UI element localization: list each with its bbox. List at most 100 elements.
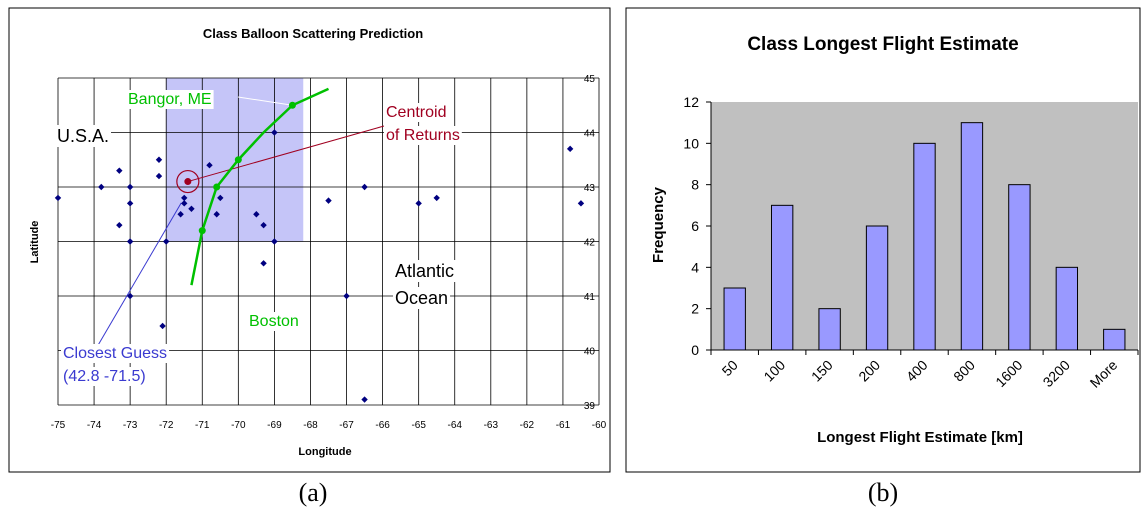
coast-marker	[288, 101, 296, 109]
scatter-point	[155, 156, 163, 163]
x-tick-label: -64	[448, 420, 463, 431]
scatter-point	[343, 292, 350, 300]
y-tick-label: 39	[584, 401, 596, 412]
histogram-bar	[818, 308, 841, 351]
scatter-point	[116, 221, 123, 229]
bar-y-tick-label: 8	[691, 177, 699, 193]
x-tick-label: -60	[592, 420, 607, 431]
closest-guess-label-line2: (42.8 -71.5)	[63, 368, 146, 385]
centroid-label-line2-background	[384, 126, 462, 145]
scatter-point	[260, 221, 267, 229]
histogram-bar	[913, 142, 936, 351]
x-tick-label: -73	[123, 420, 138, 431]
bar-y-tick-label: 10	[683, 135, 699, 151]
scatter-point	[325, 197, 332, 204]
bangor-label: Bangor, ME	[128, 91, 212, 108]
scatter-point	[415, 200, 422, 207]
x-tick-label: -69	[267, 420, 282, 431]
scatter-point	[206, 162, 213, 169]
closest-guess-label-line1: Closest Guess	[63, 345, 167, 362]
x-tick-label: -62	[520, 420, 535, 431]
bar-y-tick-label: 4	[691, 259, 699, 275]
scatter-point	[433, 194, 440, 202]
scatter-y-axis-label: Latitude	[29, 221, 41, 264]
scatter-point	[253, 211, 260, 218]
scatter-point	[181, 200, 188, 207]
atlantic-label-line2: Ocean	[395, 288, 448, 308]
caption-b: (b)	[867, 478, 899, 507]
scatter-point	[577, 200, 585, 207]
scatter-point	[163, 238, 170, 245]
x-tick-label: -67	[339, 420, 354, 431]
x-tick-label: -63	[484, 420, 499, 431]
x-tick-label: -75	[51, 420, 66, 431]
atlantic-label-line1-background	[393, 260, 457, 282]
scatter-point	[361, 183, 368, 191]
x-tick-label: -66	[375, 420, 390, 431]
bar-title: Class Longest Flight Estimate	[747, 34, 1018, 55]
atlantic-label-line1: Atlantic	[395, 261, 454, 281]
closest-guess-leader-line	[96, 202, 182, 348]
x-tick-label: -65	[411, 420, 426, 431]
bar-y-tick-label: 6	[691, 218, 699, 234]
scatter-point	[54, 194, 62, 202]
scatter-point	[271, 129, 278, 136]
centroid-label-line1: Centroid	[386, 104, 446, 121]
closest-guess-label-line2-background	[61, 367, 148, 386]
x-tick-label: -70	[231, 420, 246, 431]
scatter-point	[181, 194, 188, 202]
bar-y-axis-label: Frequency	[650, 186, 667, 263]
scatter-plot-area: -75 -74 -73 -72 -71 -70 -69 -68 -67 -66 -65 -64 -63 -…	[51, 74, 607, 431]
histogram-bar	[960, 122, 984, 351]
scatter-point	[271, 238, 278, 245]
y-tick-label: 43	[584, 183, 596, 194]
histogram-bar	[1055, 266, 1079, 351]
scatter-point	[188, 205, 195, 212]
scatter-point	[98, 183, 105, 191]
scatter-point	[126, 183, 134, 191]
coast-marker	[198, 227, 206, 235]
boston-label: Boston	[249, 313, 299, 330]
histogram-bar	[723, 287, 746, 351]
usa-label-background	[55, 125, 112, 147]
bangor-label-background	[126, 90, 214, 109]
coast-marker	[234, 156, 242, 164]
y-tick-label: 44	[584, 129, 596, 140]
bar-y-tick-label: 0	[691, 342, 699, 358]
scatter-point	[126, 238, 134, 245]
centroid-point	[184, 178, 192, 186]
y-tick-label: 42	[584, 238, 596, 249]
closest-guess-label-line1-background	[61, 344, 170, 363]
centroid-circle	[176, 169, 200, 194]
scatter-panel-frame	[8, 7, 611, 473]
atlantic-label-line2-background	[393, 287, 451, 309]
y-tick-label: 41	[584, 292, 596, 303]
scatter-point	[159, 322, 166, 330]
centroid-label-line1-background	[384, 103, 449, 122]
scatter-point	[361, 396, 368, 403]
scatter-point	[116, 167, 123, 174]
x-tick-label: -72	[159, 420, 174, 431]
x-tick-label: -68	[303, 420, 318, 431]
scatter-x-axis-label: Longitude	[298, 446, 351, 458]
scatter-point	[155, 172, 163, 180]
boston-label-background	[247, 312, 301, 331]
usa-label: U.S.A.	[57, 126, 109, 146]
x-tick-label: -61	[556, 420, 571, 431]
y-tick-label: 45	[584, 74, 596, 85]
histogram-bar	[865, 225, 889, 351]
scatter-point	[213, 211, 220, 218]
scatter-title: Class Balloon Scattering Prediction	[203, 26, 423, 41]
bar-y-tick-label: 12	[683, 94, 699, 110]
scatter-point	[260, 260, 267, 267]
histogram-bar	[1103, 328, 1126, 351]
coast-marker	[213, 183, 221, 191]
y-tick-label: 40	[584, 347, 596, 358]
histogram-bar	[770, 204, 794, 351]
scatter-point	[177, 211, 184, 218]
bar-y-tick-label: 2	[691, 301, 699, 317]
x-tick-label: -71	[195, 420, 210, 431]
bar-x-axis-label: Longest Flight Estimate [km]	[817, 429, 1023, 446]
centroid-label-line2: of Returns	[386, 127, 460, 144]
